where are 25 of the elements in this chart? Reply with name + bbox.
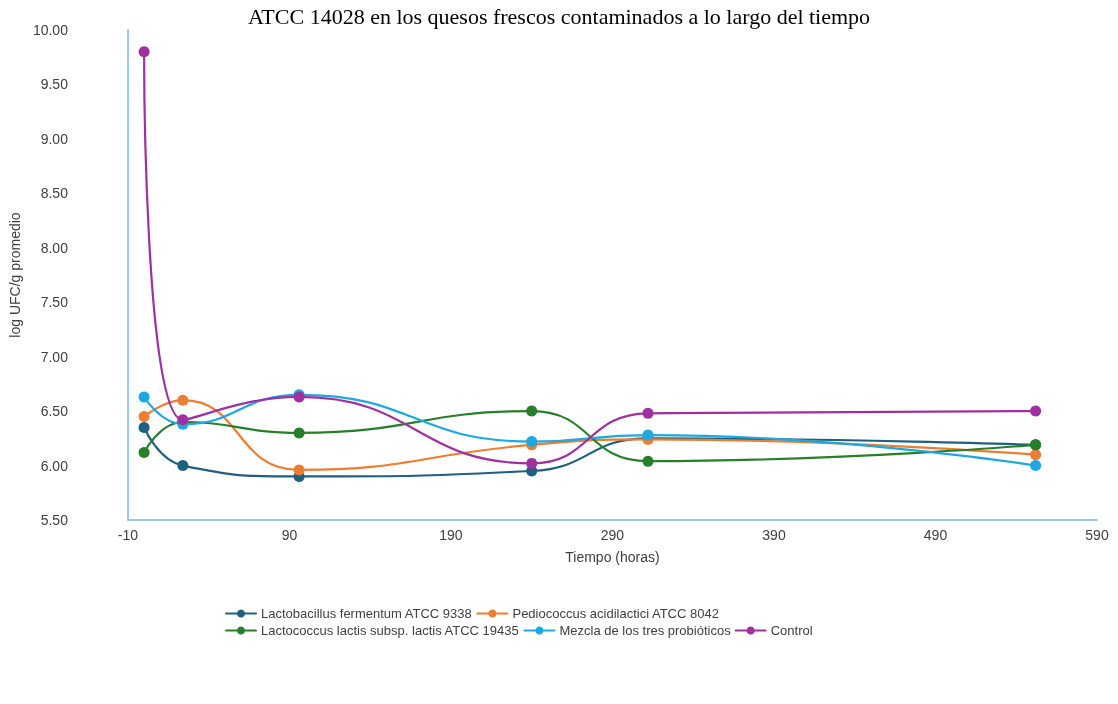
x-tick-label: 190 bbox=[439, 527, 463, 543]
y-tick-label: 5.50 bbox=[40, 512, 69, 528]
y-tick-label: 10.00 bbox=[32, 22, 69, 38]
legend-label: Control bbox=[770, 623, 813, 638]
x-tick-label: 90 bbox=[281, 527, 298, 543]
y-tick-label: 8.00 bbox=[40, 239, 69, 256]
y-tick-label: 7.00 bbox=[40, 348, 69, 365]
x-tick-label: -10 bbox=[117, 527, 139, 543]
y-tick-label: 8.50 bbox=[40, 185, 69, 202]
y-tick-label: 7.50 bbox=[40, 294, 69, 311]
x-tick-label: 290 bbox=[600, 527, 625, 543]
legend-label: Lactobacillus fermentum ATCC 9338 bbox=[261, 606, 472, 621]
y-tick-label: 6.00 bbox=[40, 457, 69, 474]
x-tick-label: 490 bbox=[923, 527, 948, 543]
y-axis-title: log UFC/g promedio bbox=[7, 212, 23, 338]
x-tick-label: 390 bbox=[762, 527, 786, 543]
chart-title: ATCC 14028 en los quesos frescos contaminados a lo largo del tiempo bbox=[247, 3, 871, 29]
legend-label: Pediococcus acidilactici ATCC 8042 bbox=[512, 606, 719, 621]
y-tick-label: 6.50 bbox=[40, 403, 69, 420]
y-tick-label: 9.50 bbox=[40, 76, 69, 93]
legend-label: Lactococcus lactis subsp. lactis ATCC 19435 bbox=[261, 623, 519, 638]
legend-label: Mezcla de los tres probióticos bbox=[559, 623, 732, 638]
x-tick-label: 590 bbox=[1085, 527, 1109, 543]
y-tick-label: 9.00 bbox=[40, 130, 69, 147]
x-axis-title: Tiempo (horas) bbox=[565, 549, 660, 565]
